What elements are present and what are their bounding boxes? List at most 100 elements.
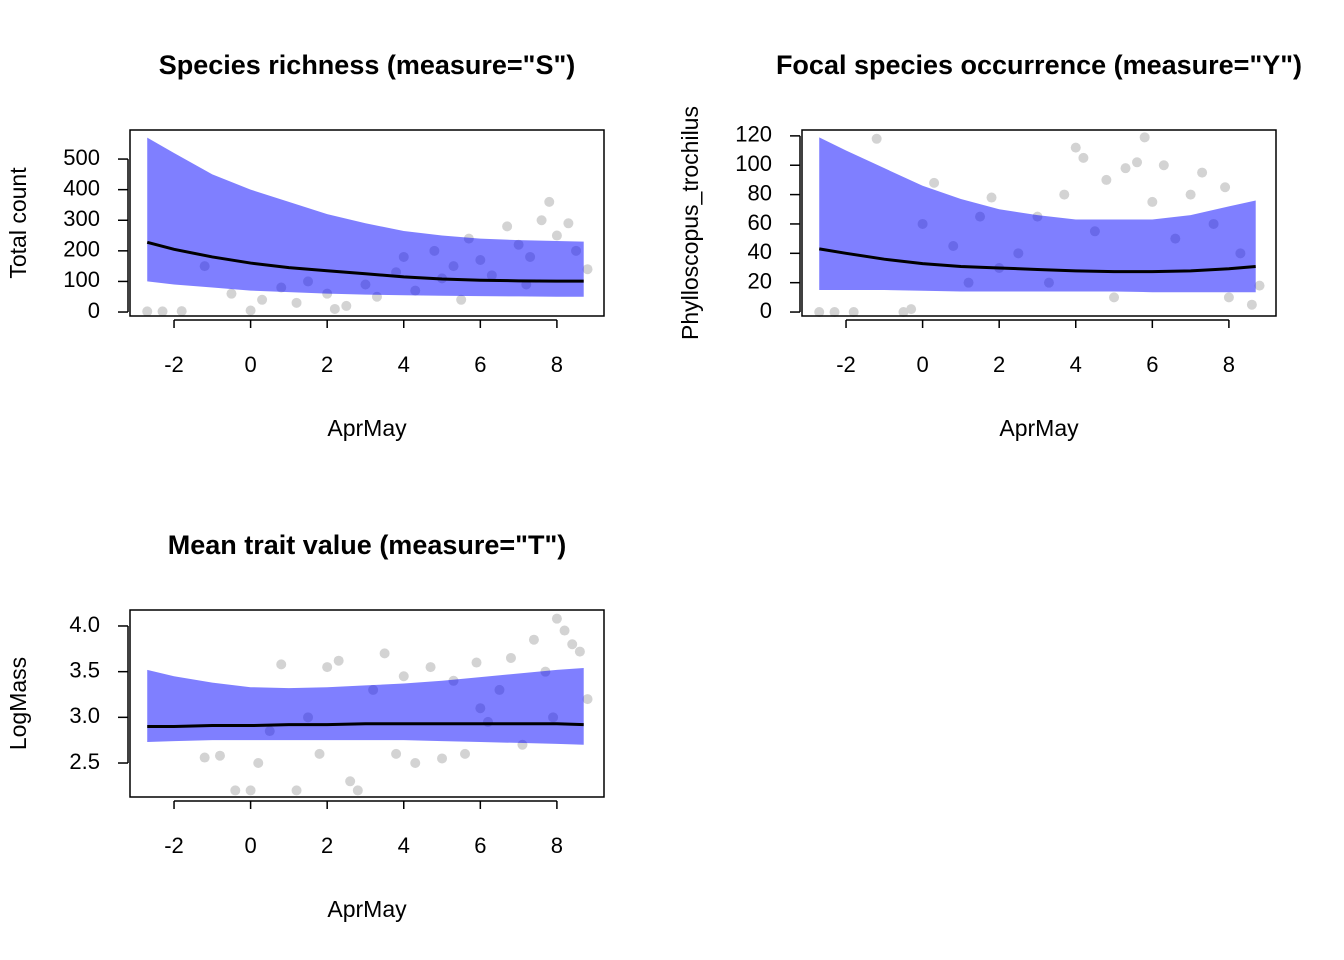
point bbox=[314, 748, 325, 759]
y-tick-label: 4.0 bbox=[69, 612, 100, 637]
point bbox=[1254, 280, 1265, 291]
point bbox=[410, 758, 421, 769]
point bbox=[563, 218, 574, 229]
point bbox=[345, 776, 356, 787]
point bbox=[848, 307, 859, 318]
point bbox=[245, 305, 256, 316]
x-axis-label: AprMay bbox=[327, 415, 407, 441]
point bbox=[551, 613, 562, 624]
y-tick-label: 500 bbox=[63, 145, 100, 170]
y-tick-label: 300 bbox=[63, 206, 100, 231]
point bbox=[528, 634, 539, 645]
point bbox=[157, 306, 168, 317]
point bbox=[291, 297, 302, 308]
point bbox=[276, 659, 287, 670]
point bbox=[214, 750, 225, 761]
point bbox=[341, 300, 352, 311]
confidence-band bbox=[147, 668, 584, 745]
point bbox=[322, 662, 333, 673]
x-tick-label: 6 bbox=[1146, 352, 1158, 377]
point bbox=[544, 196, 555, 207]
x-tick-label: -2 bbox=[164, 833, 184, 858]
fit-line bbox=[818, 247, 1256, 274]
point bbox=[226, 288, 237, 299]
point bbox=[329, 303, 340, 314]
point bbox=[437, 753, 448, 764]
y-tick-label: 40 bbox=[748, 239, 772, 264]
point bbox=[1147, 196, 1158, 207]
chart-title: Focal species occurrence (measure="Y") bbox=[776, 50, 1302, 80]
plot-frame bbox=[129, 609, 605, 798]
y-tick-label: 0 bbox=[760, 298, 772, 323]
point bbox=[1059, 189, 1070, 200]
point bbox=[456, 294, 467, 305]
y-tick-label: 2.5 bbox=[69, 749, 100, 774]
x-tick-label: 6 bbox=[474, 352, 486, 377]
y-axis-label: Phylloscopus_trochilus bbox=[677, 106, 703, 340]
point bbox=[536, 215, 547, 226]
point bbox=[253, 758, 264, 769]
point bbox=[929, 177, 940, 188]
y-tick-label: 0 bbox=[88, 298, 100, 323]
point bbox=[986, 192, 997, 203]
y-axis-label: Total count bbox=[5, 167, 31, 279]
point bbox=[1185, 189, 1196, 200]
point bbox=[551, 230, 562, 241]
point bbox=[398, 671, 409, 682]
x-tick-label: 2 bbox=[321, 833, 333, 858]
x-axis-label: AprMay bbox=[327, 896, 407, 922]
point bbox=[1070, 142, 1081, 153]
point bbox=[176, 306, 187, 317]
x-tick-label: 6 bbox=[474, 833, 486, 858]
fit-line bbox=[147, 722, 584, 728]
x-tick-label: 8 bbox=[551, 352, 563, 377]
chart-title: Mean trait value (measure="T") bbox=[168, 530, 567, 560]
y-tick-label: 100 bbox=[735, 151, 772, 176]
x-axis-label: AprMay bbox=[999, 415, 1079, 441]
confidence-band bbox=[147, 137, 584, 297]
point bbox=[898, 307, 909, 318]
point bbox=[1078, 152, 1089, 163]
point bbox=[391, 748, 402, 759]
point bbox=[379, 648, 390, 659]
point bbox=[567, 639, 578, 650]
y-tick-label: 120 bbox=[735, 122, 772, 147]
point bbox=[230, 785, 241, 796]
point bbox=[574, 646, 585, 657]
point bbox=[906, 304, 917, 315]
x-tick-label: 4 bbox=[398, 352, 410, 377]
point bbox=[257, 294, 268, 305]
y-tick-label: 400 bbox=[63, 175, 100, 200]
confidence-band bbox=[819, 137, 1256, 293]
x-tick-label: 2 bbox=[993, 352, 1005, 377]
y-tick-label: 200 bbox=[63, 237, 100, 262]
chart-title: Species richness (measure="S") bbox=[159, 50, 576, 80]
point bbox=[1120, 163, 1131, 174]
point bbox=[352, 785, 363, 796]
point bbox=[245, 785, 256, 796]
x-tick-label: 0 bbox=[244, 352, 256, 377]
point bbox=[582, 264, 593, 275]
y-tick-label: 80 bbox=[748, 180, 772, 205]
point bbox=[425, 662, 436, 673]
y-tick-label: 60 bbox=[748, 210, 772, 235]
point bbox=[1246, 299, 1257, 310]
x-tick-label: 4 bbox=[398, 833, 410, 858]
point bbox=[559, 625, 570, 636]
x-tick-label: 8 bbox=[551, 833, 563, 858]
point bbox=[814, 307, 825, 318]
point bbox=[871, 133, 882, 144]
y-tick-label: 3.5 bbox=[69, 657, 100, 682]
point bbox=[1139, 132, 1150, 143]
x-tick-label: 0 bbox=[244, 833, 256, 858]
point bbox=[505, 652, 516, 663]
point bbox=[1109, 292, 1120, 303]
y-tick-label: 20 bbox=[748, 268, 772, 293]
point bbox=[829, 307, 840, 318]
point bbox=[142, 306, 153, 317]
point bbox=[460, 748, 471, 759]
point bbox=[1220, 182, 1231, 193]
x-tick-label: 4 bbox=[1070, 352, 1082, 377]
point bbox=[199, 752, 210, 763]
